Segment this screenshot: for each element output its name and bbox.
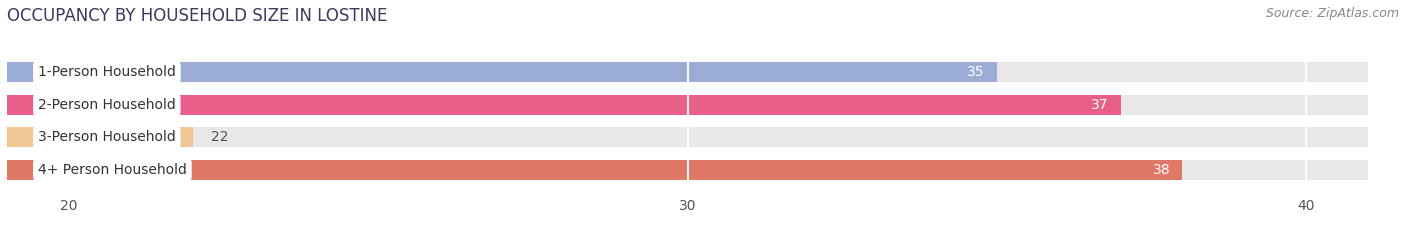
Text: 2-Person Household: 2-Person Household — [38, 98, 176, 112]
Text: OCCUPANCY BY HOUSEHOLD SIZE IN LOSTINE: OCCUPANCY BY HOUSEHOLD SIZE IN LOSTINE — [7, 7, 388, 25]
Text: 38: 38 — [1153, 163, 1170, 177]
Bar — [7, 127, 1368, 147]
Bar — [7, 95, 1368, 115]
Bar — [7, 62, 997, 82]
Text: 22: 22 — [211, 130, 229, 144]
Bar — [7, 62, 1368, 82]
Bar — [7, 160, 1182, 180]
Bar — [7, 127, 193, 147]
Text: 1-Person Household: 1-Person Household — [38, 65, 176, 79]
Bar — [7, 95, 1121, 115]
Bar — [7, 160, 1368, 180]
Text: 37: 37 — [1091, 98, 1108, 112]
Text: 4+ Person Household: 4+ Person Household — [38, 163, 187, 177]
Text: Source: ZipAtlas.com: Source: ZipAtlas.com — [1265, 7, 1399, 20]
Text: 35: 35 — [967, 65, 984, 79]
Text: 3-Person Household: 3-Person Household — [38, 130, 176, 144]
